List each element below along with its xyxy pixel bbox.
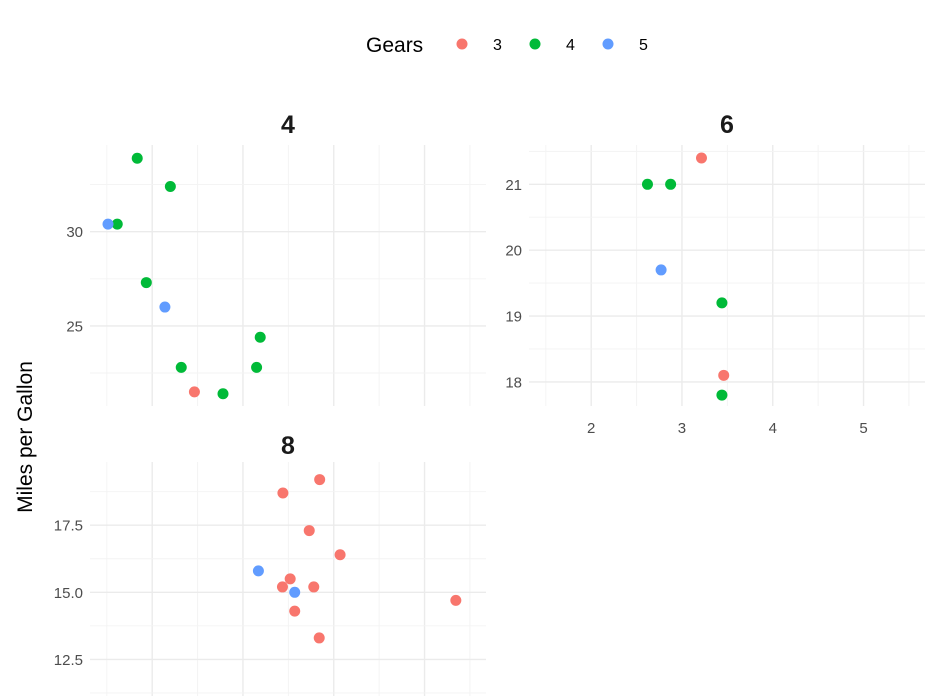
data-point-gear-3 <box>289 605 301 617</box>
legend-label-3: 3 <box>493 37 502 54</box>
data-point-gear-5 <box>102 218 114 230</box>
points <box>641 152 730 401</box>
y-tick-label: 15.0 <box>54 585 83 602</box>
grid <box>90 462 486 696</box>
data-point-gear-5 <box>252 565 264 577</box>
data-point-gear-3 <box>276 581 288 593</box>
data-point-gear-3 <box>277 487 289 499</box>
data-point-gear-3 <box>303 525 315 537</box>
legend-entry-3: 3 <box>456 37 502 54</box>
x-tick-label: 2 <box>587 420 595 437</box>
points <box>102 152 266 400</box>
panel-title-6: 6 <box>720 111 734 139</box>
y-tick-label: 18 <box>505 374 522 391</box>
grid <box>529 145 925 406</box>
data-point-gear-4 <box>716 389 728 401</box>
data-point-gear-4 <box>164 180 176 192</box>
y-tick-label: 17.5 <box>54 518 83 535</box>
y-tick-label: 12.5 <box>54 652 83 669</box>
data-point-gear-5 <box>159 301 171 313</box>
legend-key-5 <box>602 38 614 50</box>
legend-entry-4: 4 <box>529 37 575 54</box>
data-point-gear-4 <box>641 178 653 190</box>
y-axis-title: Miles per Gallon <box>14 361 37 513</box>
legend-key-4 <box>529 38 541 50</box>
data-point-gear-4 <box>254 331 266 343</box>
data-point-gear-4 <box>217 388 229 400</box>
data-point-gear-4 <box>251 361 263 373</box>
data-point-gear-3 <box>188 386 200 398</box>
data-point-gear-4 <box>111 218 123 230</box>
panel-4: 4 25 30 <box>66 111 486 406</box>
panel-8: 8 12.5 15.0 17.5 <box>54 432 486 696</box>
y-tick-label: 21 <box>505 177 522 194</box>
grid <box>90 145 486 406</box>
y-tick-label: 25 <box>66 318 83 335</box>
x-tick-label: 4 <box>769 420 777 437</box>
data-point-gear-3 <box>284 573 296 585</box>
legend-label-4: 4 <box>566 37 575 54</box>
data-point-gear-4 <box>140 277 152 289</box>
data-point-gear-3 <box>450 594 462 606</box>
data-point-gear-4 <box>131 152 143 164</box>
data-point-gear-3 <box>334 549 346 561</box>
data-point-gear-5 <box>289 586 301 598</box>
y-tick-label: 30 <box>66 224 83 241</box>
data-point-gear-4 <box>716 297 728 309</box>
legend-label-5: 5 <box>639 37 648 54</box>
legend-entry-5: 5 <box>602 37 648 54</box>
y-tick-label: 20 <box>505 243 522 260</box>
x-tick-label: 3 <box>678 420 686 437</box>
data-point-gear-3 <box>313 632 325 644</box>
data-point-gear-4 <box>175 361 187 373</box>
legend-key-3 <box>456 38 468 50</box>
points <box>252 474 462 644</box>
legend: Gears 3 4 5 <box>366 34 648 57</box>
panel-title-4: 4 <box>281 111 295 139</box>
data-point-gear-5 <box>655 264 667 276</box>
legend-title: Gears <box>366 34 423 57</box>
data-point-gear-3 <box>695 152 707 164</box>
data-point-gear-3 <box>314 474 326 486</box>
data-point-gear-4 <box>665 178 677 190</box>
panel-6: 6 18 19 20 21 2 3 4 5 <box>505 111 925 437</box>
y-tick-label: 19 <box>505 309 522 326</box>
data-point-gear-3 <box>718 369 730 381</box>
x-tick-label: 5 <box>859 420 867 437</box>
data-point-gear-3 <box>308 581 320 593</box>
panel-title-8: 8 <box>281 432 295 460</box>
